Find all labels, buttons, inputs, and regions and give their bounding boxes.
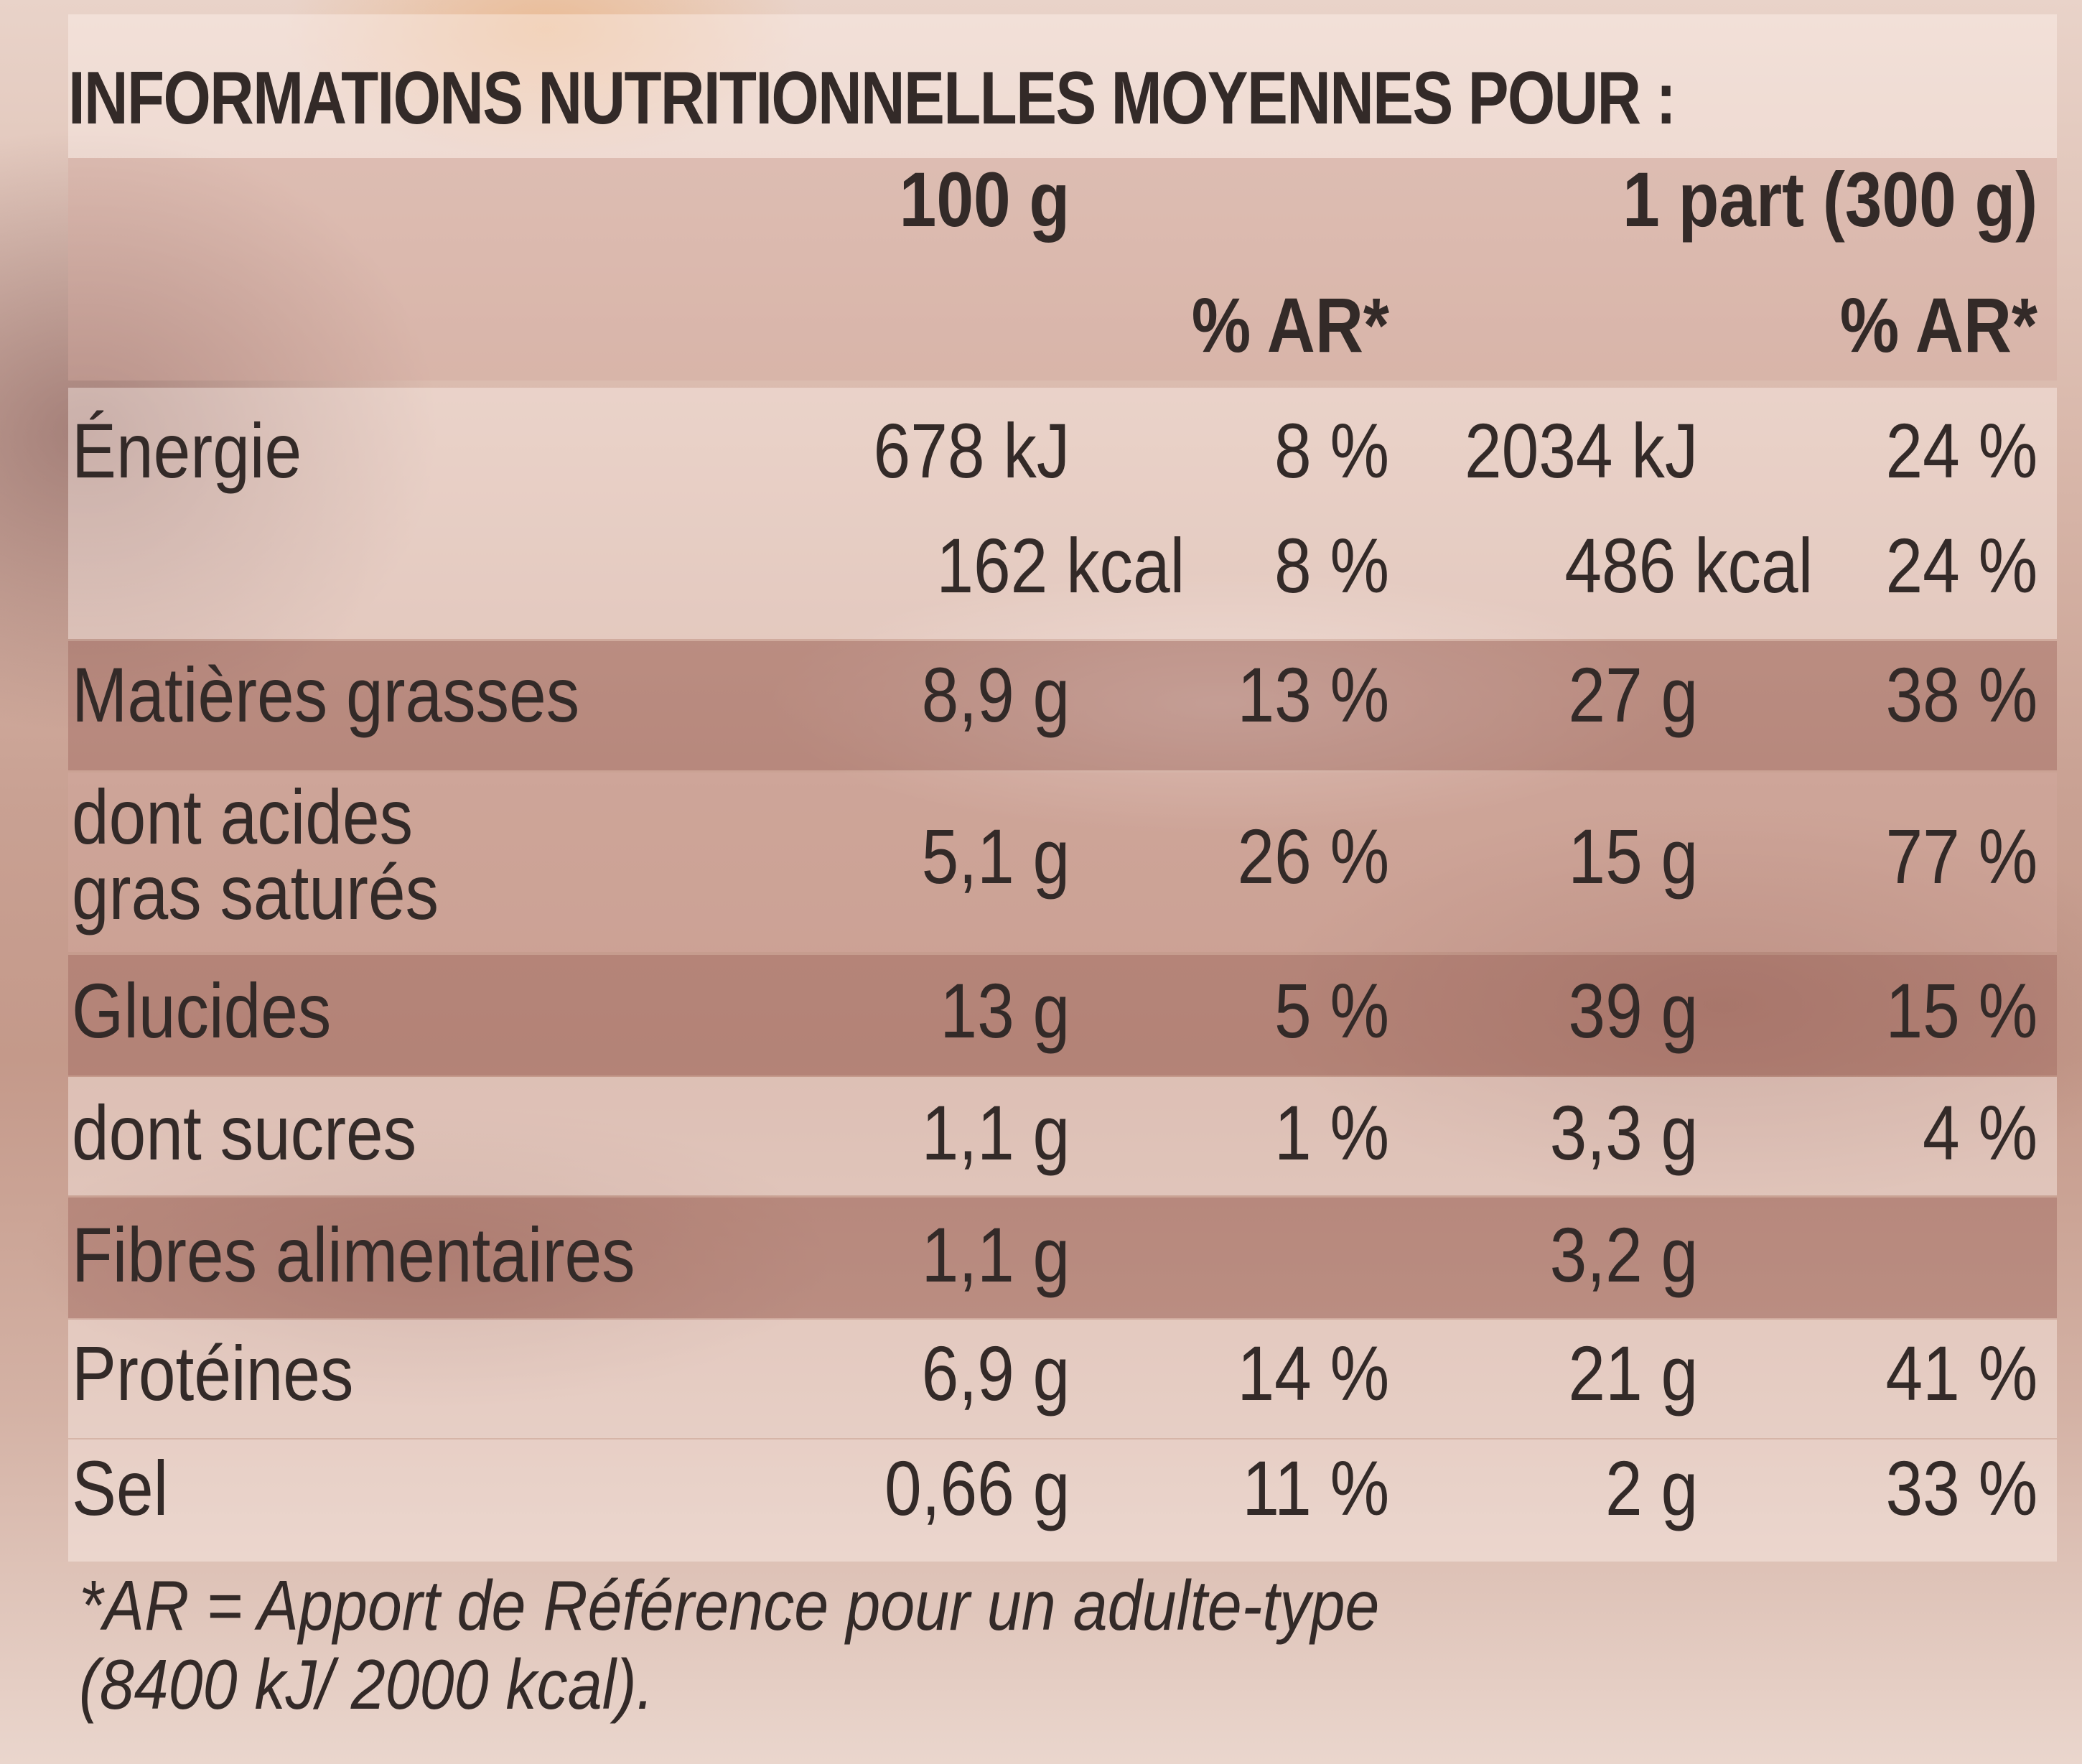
label-saturated-1: dont acides xyxy=(72,773,414,860)
sugars-100g: 1,1 g xyxy=(921,1089,1070,1176)
nutrition-title: INFORMATIONS NUTRITIONNELLES MOYENNES PO… xyxy=(68,57,1676,140)
sugars-portion: 3,3 g xyxy=(1549,1089,1698,1176)
footnote-line-1: *AR = Apport de Référence pour un adulte… xyxy=(79,1566,1380,1645)
footnote-line-2: (8400 kJ/ 2000 kcal). xyxy=(79,1645,654,1724)
protein-ar-portion: 41 % xyxy=(1885,1330,2037,1417)
carbs-portion: 39 g xyxy=(1568,967,1698,1054)
label-energy: Énergie xyxy=(72,407,302,494)
band-energy xyxy=(68,388,2057,639)
fat-ar-100g: 13 % xyxy=(1237,651,1389,738)
carbs-ar-100g: 5 % xyxy=(1274,967,1389,1054)
band-salt xyxy=(68,1439,2057,1562)
energy-kcal-portion: 486 kcal xyxy=(1564,522,1813,609)
energy-kcal-ar-portion: 24 % xyxy=(1885,522,2037,609)
fat-100g: 8,9 g xyxy=(921,651,1070,738)
col-header-ar-portion: % AR* xyxy=(1839,281,2037,368)
salt-portion: 2 g xyxy=(1605,1445,1698,1531)
label-fat: Matières grasses xyxy=(72,651,580,738)
protein-100g: 6,9 g xyxy=(921,1330,1070,1417)
band-fibre xyxy=(68,1198,2057,1318)
saturated-ar-100g: 26 % xyxy=(1237,813,1389,900)
carbs-100g: 13 g xyxy=(940,967,1070,1054)
energy-kj-portion: 2034 kJ xyxy=(1464,407,1698,494)
energy-kcal-100g: 162 kcal xyxy=(936,522,1185,609)
label-carbs: Glucides xyxy=(72,967,332,1054)
band-header xyxy=(68,158,2057,381)
band-sugars xyxy=(68,1077,2057,1195)
energy-kcal-ar-100g: 8 % xyxy=(1274,522,1389,609)
saturated-100g: 5,1 g xyxy=(921,813,1070,900)
energy-kj-ar-portion: 24 % xyxy=(1885,407,2037,494)
energy-kj-100g: 678 kJ xyxy=(873,407,1070,494)
salt-ar-100g: 11 % xyxy=(1242,1445,1389,1531)
col-header-ar-100g: % AR* xyxy=(1191,281,1389,368)
band-saturated xyxy=(68,773,2057,952)
sugars-ar-100g: 1 % xyxy=(1274,1089,1389,1176)
band-title xyxy=(68,14,2057,158)
salt-100g: 0,66 g xyxy=(884,1445,1070,1531)
sugars-ar-portion: 4 % xyxy=(1922,1089,2037,1176)
label-saturated-2: gras saturés xyxy=(72,849,439,935)
protein-portion: 21 g xyxy=(1568,1330,1698,1417)
fibre-portion: 3,2 g xyxy=(1549,1211,1698,1298)
label-salt: Sel xyxy=(72,1445,169,1531)
salt-ar-portion: 33 % xyxy=(1885,1445,2037,1531)
col-header-100g: 100 g xyxy=(899,156,1070,243)
protein-ar-100g: 14 % xyxy=(1237,1330,1389,1417)
label-protein: Protéines xyxy=(72,1330,354,1417)
band-carbs xyxy=(68,955,2057,1075)
band-protein xyxy=(68,1320,2057,1438)
fat-portion: 27 g xyxy=(1568,651,1698,738)
fat-ar-portion: 38 % xyxy=(1885,651,2037,738)
col-header-portion: 1 part (300 g) xyxy=(1622,156,2037,243)
label-fibre: Fibres alimentaires xyxy=(72,1211,635,1298)
saturated-portion: 15 g xyxy=(1568,813,1698,900)
energy-kj-ar-100g: 8 % xyxy=(1274,407,1389,494)
saturated-ar-portion: 77 % xyxy=(1885,813,2037,900)
label-sugars: dont sucres xyxy=(72,1089,417,1176)
fibre-100g: 1,1 g xyxy=(921,1211,1070,1298)
carbs-ar-portion: 15 % xyxy=(1885,967,2037,1054)
band-fat xyxy=(68,641,2057,770)
